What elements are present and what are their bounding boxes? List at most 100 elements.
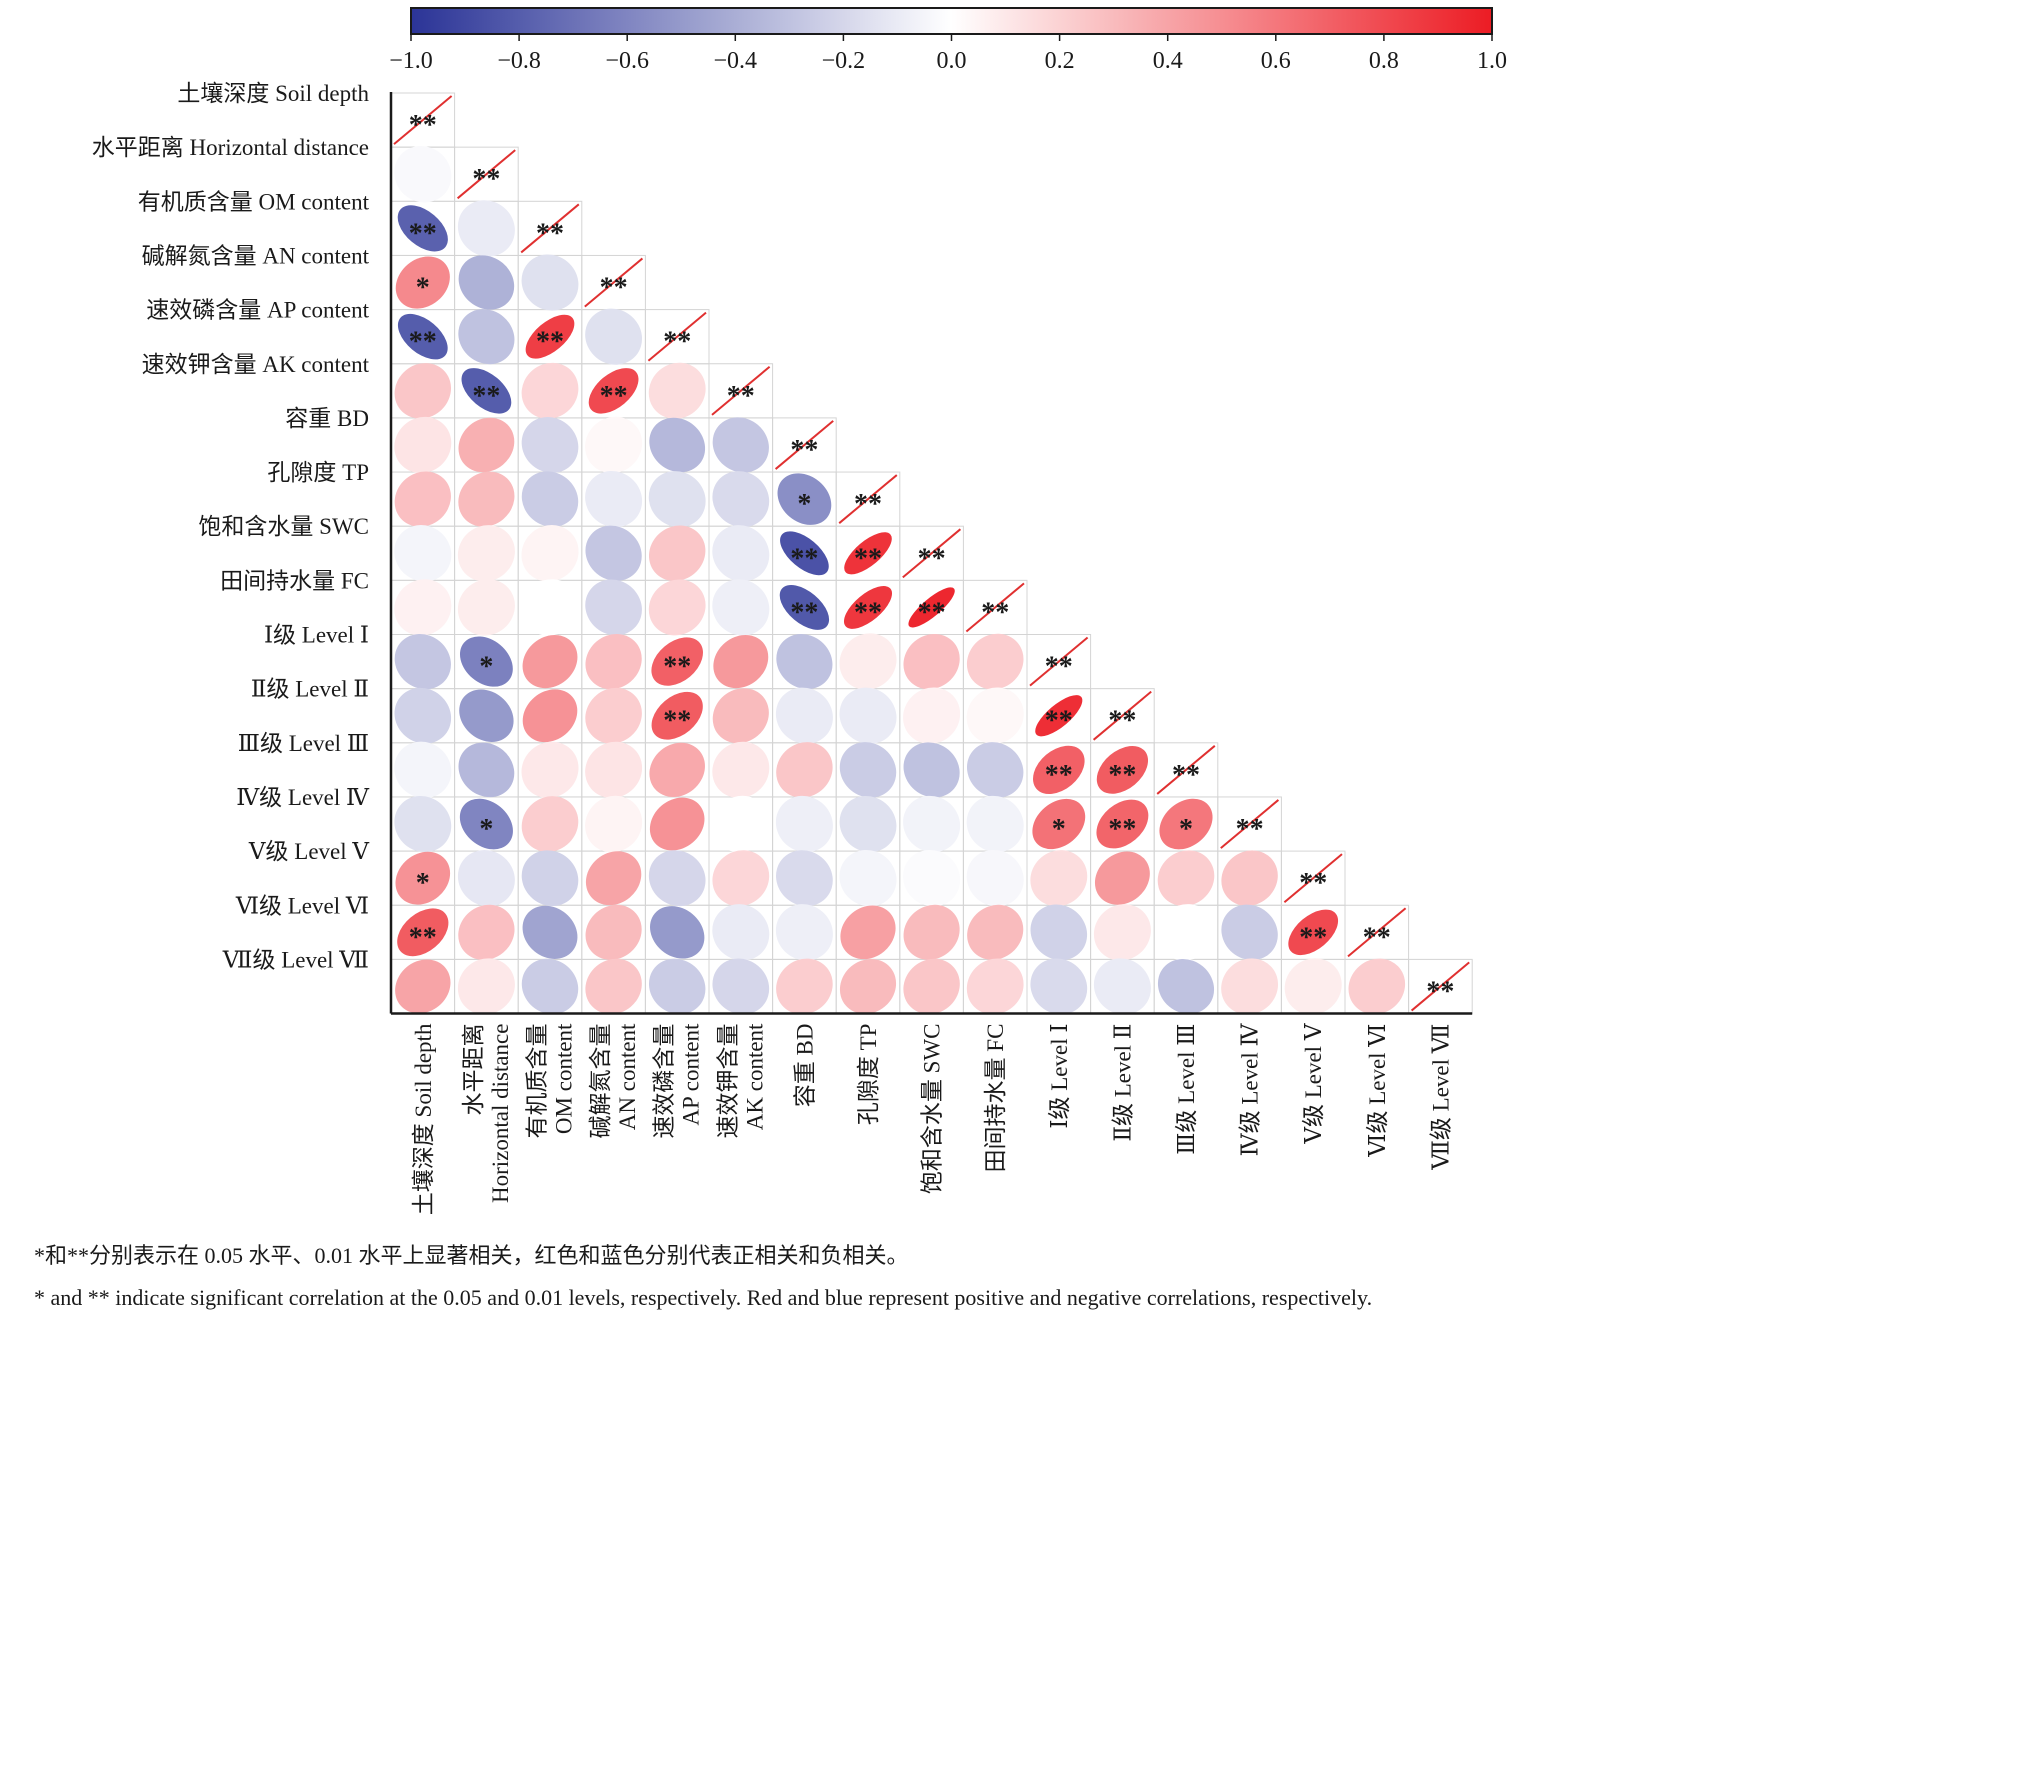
correlation-ellipse — [394, 579, 452, 636]
correlation-ellipse — [585, 741, 643, 798]
correlation-ellipse — [585, 687, 642, 744]
diagonal-mark — [1283, 853, 1343, 904]
colorbar-gradient — [410, 7, 1493, 35]
correlation-ellipse — [585, 795, 643, 853]
colorbar-tick-label: −0.4 — [714, 48, 758, 74]
diagonal-mark — [1029, 636, 1089, 687]
correlation-ellipse — [648, 471, 706, 528]
correlation-ellipse — [521, 741, 579, 799]
column-label: Ⅲ级 Level Ⅲ — [1174, 1024, 1199, 1155]
correlation-ellipse — [588, 368, 639, 414]
correlation-ellipse — [457, 958, 515, 1015]
row-label: 速效磷含量 AP content — [146, 298, 369, 323]
row-label: Ⅱ级 Level Ⅱ — [251, 677, 369, 702]
correlation-ellipse — [775, 687, 833, 744]
significance-mark: ** — [918, 543, 946, 574]
column-label: 孔隙度 TP — [856, 1024, 881, 1126]
correlation-ellipse — [522, 634, 578, 689]
correlation-ellipse — [457, 200, 515, 257]
significance-mark: ** — [600, 273, 628, 304]
correlation-ellipse — [1030, 850, 1088, 907]
significance-mark: ** — [663, 652, 691, 683]
colorbar-tick-label: −0.8 — [497, 48, 541, 74]
diagonal-mark — [647, 311, 707, 362]
correlation-ellipse — [1093, 904, 1151, 961]
significance-mark: ** — [663, 706, 691, 737]
correlation-ellipse — [651, 637, 703, 686]
colorbar-tick-label: −0.6 — [605, 48, 649, 74]
correlation-ellipse — [1030, 904, 1088, 961]
column-labels: 土壤深度 Soil depth 水平距离 Horizontal distance 有机… — [411, 1023, 1454, 1216]
diagonal-mark — [584, 257, 644, 308]
column-label: 碱解氮含量 — [588, 1024, 613, 1139]
significance-mark: ** — [790, 543, 818, 574]
correlation-ellipse — [903, 904, 960, 960]
significance-mark: * — [479, 814, 493, 845]
column-label: 土壤深度 Soil depth — [411, 1023, 436, 1215]
significance-mark: ** — [1045, 652, 1073, 683]
correlation-ellipse — [394, 633, 451, 690]
diagonal-mark — [1092, 690, 1152, 741]
correlation-ellipse — [839, 633, 897, 690]
significance-mark: ** — [536, 218, 564, 249]
column-label: AN content — [615, 1023, 640, 1130]
correlation-ellipse — [525, 314, 575, 359]
correlation-ellipse — [461, 368, 512, 414]
correlation-ellipse — [585, 904, 642, 960]
correlation-ellipse — [1096, 745, 1149, 794]
correlation-ellipse — [458, 904, 515, 960]
column-label: 速效钾含量 — [715, 1024, 740, 1139]
row-label: Ⅳ级 Level Ⅳ — [236, 785, 370, 810]
correlation-ellipse — [1033, 745, 1085, 795]
correlation-ellipse — [459, 798, 513, 850]
correlation-ellipse — [903, 687, 961, 744]
diagonal-mark — [1156, 745, 1216, 795]
correlation-ellipse — [712, 579, 770, 636]
correlation-ellipse — [521, 796, 579, 852]
significance-mark: ** — [1299, 868, 1327, 899]
correlation-ellipse — [839, 849, 897, 907]
correlation-ellipse — [1032, 798, 1086, 850]
correlation-ellipse — [776, 634, 833, 690]
significance-mark: ** — [727, 381, 755, 412]
diagonal-mark — [1220, 799, 1280, 849]
colorbar-tick-label: 0.0 — [937, 48, 967, 74]
correlation-ellipse — [394, 146, 452, 203]
significance-mark: ** — [409, 922, 437, 953]
correlation-ellipse — [903, 633, 960, 690]
correlation-ellipse — [1157, 850, 1215, 907]
colorbar-tick-label: 0.6 — [1261, 48, 1291, 74]
significance-mark: ** — [854, 543, 882, 574]
correlation-ellipse — [649, 417, 706, 473]
column-label: Ⅳ级 Level Ⅳ — [1238, 1023, 1263, 1157]
correlation-ellipse — [1096, 799, 1149, 849]
row-label: Ⅰ级 Level Ⅰ — [264, 623, 369, 648]
correlation-ellipse — [651, 691, 703, 740]
significance-mark: * — [416, 273, 430, 304]
correlation-ellipse — [776, 850, 833, 907]
correlation-figure: −1.0 −0.8 −0.6 −0.4 −0.2 0.0 0.2 0.4 0.6 0.8 1.0 土… — [92, 7, 1507, 1216]
correlation-ellipse — [458, 417, 515, 473]
correlation-ellipse — [1284, 958, 1342, 1015]
diagonal-mark — [838, 474, 898, 524]
significance-mark: * — [479, 652, 493, 683]
correlation-ellipse — [839, 795, 897, 853]
correlation-ellipse — [780, 531, 829, 576]
significance-mark: ** — [1426, 976, 1454, 1007]
correlation-ellipse — [649, 742, 705, 797]
significance-mark: ** — [854, 597, 882, 628]
correlation-ellipse — [966, 958, 1024, 1015]
note-english: * and ** indicate significant correlatio… — [34, 1285, 1373, 1310]
significance-mark: ** — [1108, 814, 1136, 845]
correlation-ellipse — [712, 958, 770, 1015]
colorbar-tick-label: 0.8 — [1369, 48, 1399, 74]
significance-mark: ** — [1045, 760, 1073, 791]
significance-mark: ** — [409, 218, 437, 249]
diagonal-mark — [711, 365, 771, 416]
diagonal-mark — [774, 420, 834, 470]
colorbar: −1.0 −0.8 −0.6 −0.4 −0.2 0.0 0.2 0.4 0.6 0.8 1.0 — [389, 7, 1507, 74]
correlation-ellipse — [521, 254, 579, 311]
correlation-ellipse — [648, 525, 706, 582]
correlation-ellipse — [585, 633, 642, 690]
row-label: 水平距离 Horizontal distance — [92, 135, 369, 160]
